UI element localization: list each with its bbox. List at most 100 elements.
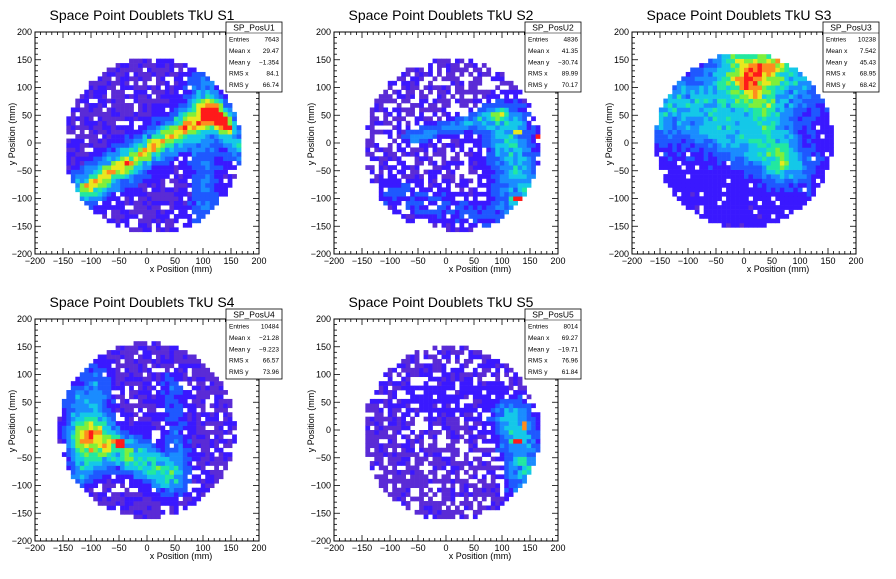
heatmap-cell (174, 90, 179, 95)
heatmap-cell (156, 505, 161, 510)
heatmap-cell (802, 99, 807, 104)
heatmap-cell (98, 452, 103, 457)
heatmap-cell (811, 116, 816, 121)
heatmap-cell (116, 174, 121, 179)
heatmap-cell (125, 350, 130, 355)
heatmap-cell (509, 121, 514, 126)
heatmap-cell (156, 174, 161, 179)
heatmap-cell (735, 130, 740, 135)
heatmap-cell (210, 201, 215, 206)
heatmap-cell (807, 134, 812, 139)
y-tick-label: 100 (316, 83, 331, 93)
heatmap-cell (156, 187, 161, 192)
heatmap-cell (192, 448, 197, 453)
heatmap-cell (219, 183, 224, 188)
heatmap-cell (740, 116, 745, 121)
heatmap-cell (459, 187, 464, 192)
heatmap-cell (228, 156, 233, 161)
heatmap-cell (424, 143, 429, 148)
heatmap-cell (531, 161, 536, 166)
heatmap-cell (178, 68, 183, 73)
heatmap-cell (98, 461, 103, 466)
heatmap-cell (196, 99, 201, 104)
heatmap-cell (699, 85, 704, 90)
heatmap-cell (156, 72, 161, 77)
heatmap-cell (415, 147, 420, 152)
heatmap-cell (392, 174, 397, 179)
heatmap-cell (442, 112, 447, 117)
heatmap-cell (111, 192, 116, 197)
heatmap-cell (151, 346, 156, 351)
heatmap-cell (491, 112, 496, 117)
heatmap-cell (165, 130, 170, 135)
heatmap-cell (780, 143, 785, 148)
heatmap-cell (102, 156, 107, 161)
heatmap-cell (169, 72, 174, 77)
heatmap-cell (143, 161, 148, 166)
heatmap-cell (223, 439, 228, 444)
heatmap-cell (160, 386, 165, 391)
heatmap-cell (80, 183, 85, 188)
stats-row-value: 41.35 (562, 48, 579, 55)
heatmap-cell (156, 426, 161, 431)
heatmap-cell (722, 183, 727, 188)
heatmap-cell (66, 434, 71, 439)
heatmap-cell (424, 170, 429, 175)
heatmap-cell (214, 179, 219, 184)
heatmap-cell (513, 196, 518, 201)
heatmap-cell (120, 94, 125, 99)
heatmap-cell (704, 134, 709, 139)
heatmap-cell (165, 452, 170, 457)
heatmap-cell (433, 107, 438, 112)
heatmap-cell (513, 152, 518, 157)
heatmap-cell (713, 76, 718, 81)
heatmap-cell (731, 147, 736, 152)
heatmap-cell (775, 192, 780, 197)
heatmap-cell (717, 165, 722, 170)
heatmap-cell (219, 125, 224, 130)
heatmap-cell (686, 201, 691, 206)
heatmap-cell (433, 218, 438, 223)
heatmap-cell (201, 399, 206, 404)
heatmap-cell (80, 112, 85, 117)
heatmap-cell (686, 81, 691, 86)
heatmap-cell (793, 103, 798, 108)
heatmap-cell (433, 223, 438, 228)
heatmap-cell (802, 183, 807, 188)
heatmap-cell (178, 63, 183, 68)
heatmap-cell (726, 210, 731, 215)
heatmap-cell (196, 152, 201, 157)
heatmap-cell (143, 72, 148, 77)
heatmap-cell (116, 434, 121, 439)
heatmap-cell (107, 205, 112, 210)
heatmap-cell (129, 134, 134, 139)
heatmap-cell (143, 218, 148, 223)
heatmap-cell (125, 201, 130, 206)
heatmap-cell (120, 99, 125, 104)
heatmap-cell (210, 99, 215, 104)
heatmap-cell (192, 439, 197, 444)
heatmap-cell (98, 368, 103, 373)
heatmap-cell (219, 112, 224, 117)
heatmap-cell (111, 399, 116, 404)
heatmap-cell (138, 99, 143, 104)
heatmap-cell (668, 174, 673, 179)
heatmap-cell (446, 112, 451, 117)
heatmap-cell (500, 147, 505, 152)
heatmap-cell (437, 218, 442, 223)
heatmap-cell (450, 125, 455, 130)
heatmap-cell (825, 107, 830, 112)
heatmap-cell (708, 63, 713, 68)
heatmap-cell (500, 99, 505, 104)
heatmap-cell (98, 408, 103, 413)
heatmap-cell (151, 90, 156, 95)
heatmap-cell (659, 107, 664, 112)
heatmap-cell (169, 134, 174, 139)
heatmap-cell (98, 174, 103, 179)
heatmap-cell (713, 116, 718, 121)
heatmap-cell (111, 359, 116, 364)
heatmap-cell (102, 214, 107, 219)
heatmap-cell (491, 179, 496, 184)
heatmap-cell (428, 174, 433, 179)
heatmap-cell (446, 143, 451, 148)
